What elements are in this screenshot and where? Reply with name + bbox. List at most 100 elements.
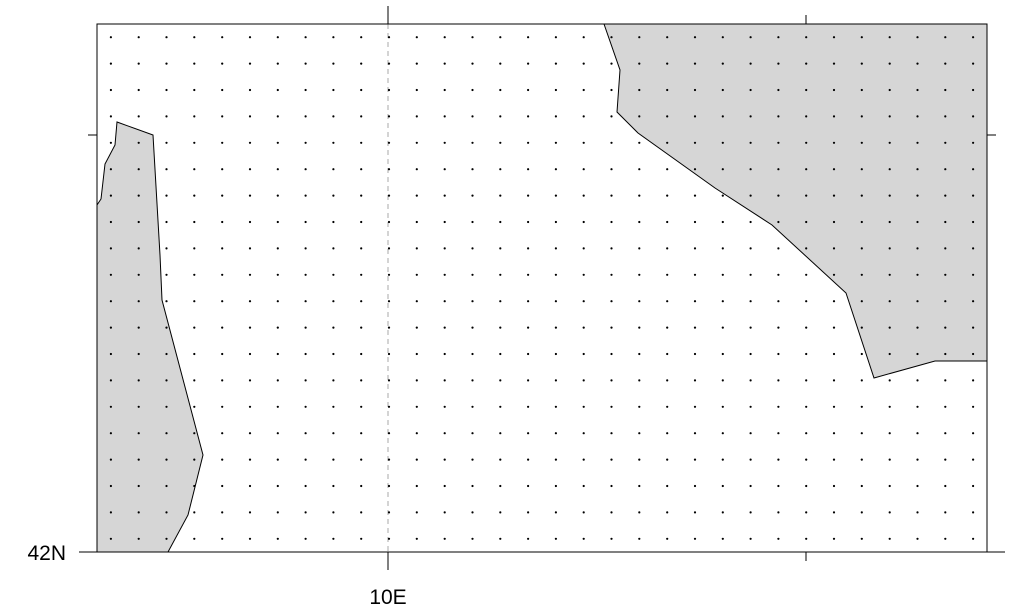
grid-dot (221, 484, 224, 488)
grid-dot (165, 300, 168, 303)
grid-dot (221, 405, 224, 408)
grid-dot (693, 432, 697, 435)
grid-dot (860, 300, 863, 303)
grid-dot (554, 273, 558, 276)
grid-dot (582, 220, 585, 224)
grid-dot (693, 537, 697, 540)
grid-dot (137, 115, 140, 118)
grid-dot (415, 405, 418, 408)
grid-dot (944, 36, 947, 39)
grid-dot (360, 300, 363, 303)
grid-dot (165, 405, 168, 408)
grid-dot (221, 62, 224, 65)
grid-dot (443, 484, 446, 488)
grid-dot (248, 115, 252, 118)
grid-dot (332, 379, 335, 382)
grid-dot (693, 458, 697, 461)
grid-dot (777, 326, 780, 329)
grid-dot (360, 220, 363, 224)
grid-dot (888, 247, 891, 250)
grid-dot (554, 62, 558, 65)
grid-dot (276, 405, 279, 408)
grid-dot (721, 273, 724, 276)
grid-dot (165, 194, 168, 197)
grid-dot (499, 484, 502, 488)
grid-dot (304, 352, 307, 356)
grid-dot (193, 88, 196, 92)
grid-dot (916, 141, 919, 144)
grid-dot (638, 484, 641, 488)
grid-dot (165, 379, 168, 382)
grid-dot (332, 352, 335, 356)
grid-dot (972, 62, 975, 65)
grid-dot (666, 220, 669, 224)
grid-dot (916, 273, 919, 276)
grid-dot (221, 115, 224, 118)
grid-dot (276, 194, 279, 197)
grid-dot (666, 36, 669, 39)
grid-dot (193, 273, 196, 276)
grid-dot (137, 88, 140, 92)
grid-dot (972, 484, 975, 488)
grid-dot (777, 115, 780, 118)
grid-dot (527, 247, 530, 250)
grid-dot (304, 458, 307, 461)
grid-dot (888, 432, 891, 435)
grid-dot (832, 352, 836, 356)
grid-dot (721, 537, 724, 540)
grid-dot (610, 326, 613, 329)
grid-dot (805, 300, 808, 303)
grid-dot (721, 300, 724, 303)
grid-dot (860, 220, 863, 224)
grid-dot (193, 405, 196, 408)
grid-dot (360, 247, 363, 250)
grid-dot (276, 432, 279, 435)
grid-dot (360, 379, 363, 382)
grid-dot (582, 62, 585, 65)
grid-dot (332, 511, 335, 514)
grid-dot (610, 484, 613, 488)
grid-dot (666, 141, 669, 144)
grid-dot (527, 405, 530, 408)
grid-dot (304, 326, 307, 329)
grid-dot (693, 220, 697, 224)
grid-dot (332, 300, 335, 303)
grid-dot (276, 273, 279, 276)
grid-dot (693, 352, 697, 356)
grid-dot (332, 62, 335, 65)
grid-dot (276, 379, 279, 382)
grid-dot (916, 220, 919, 224)
grid-dot (721, 194, 724, 197)
grid-dot (805, 194, 808, 197)
grid-dot (860, 273, 863, 276)
grid-dot (499, 352, 502, 356)
grid-dot (221, 141, 224, 144)
grid-dot (610, 168, 613, 171)
grid-dot (360, 168, 363, 171)
grid-dot (916, 300, 919, 303)
grid-dot (499, 88, 502, 92)
grid-dot (888, 352, 891, 356)
grid-dot (832, 300, 836, 303)
grid-dot (527, 88, 530, 92)
grid-dot (916, 352, 919, 356)
grid-dot (721, 379, 724, 382)
grid-dot (693, 36, 697, 39)
grid-dot (137, 273, 140, 276)
grid-dot (443, 379, 446, 382)
grid-dot (638, 352, 641, 356)
grid-dot (443, 432, 446, 435)
grid-dot (610, 458, 613, 461)
grid-dot (805, 36, 808, 39)
grid-dot (749, 432, 752, 435)
grid-dot (387, 247, 391, 250)
grid-dot (638, 168, 641, 171)
grid-dot (527, 273, 530, 276)
grid-dot (137, 511, 140, 514)
grid-dot (749, 484, 752, 488)
grid-dot (304, 537, 307, 540)
grid-dot (638, 141, 641, 144)
grid-dot (221, 273, 224, 276)
grid-dot (109, 432, 112, 435)
grid-dot (137, 247, 140, 250)
